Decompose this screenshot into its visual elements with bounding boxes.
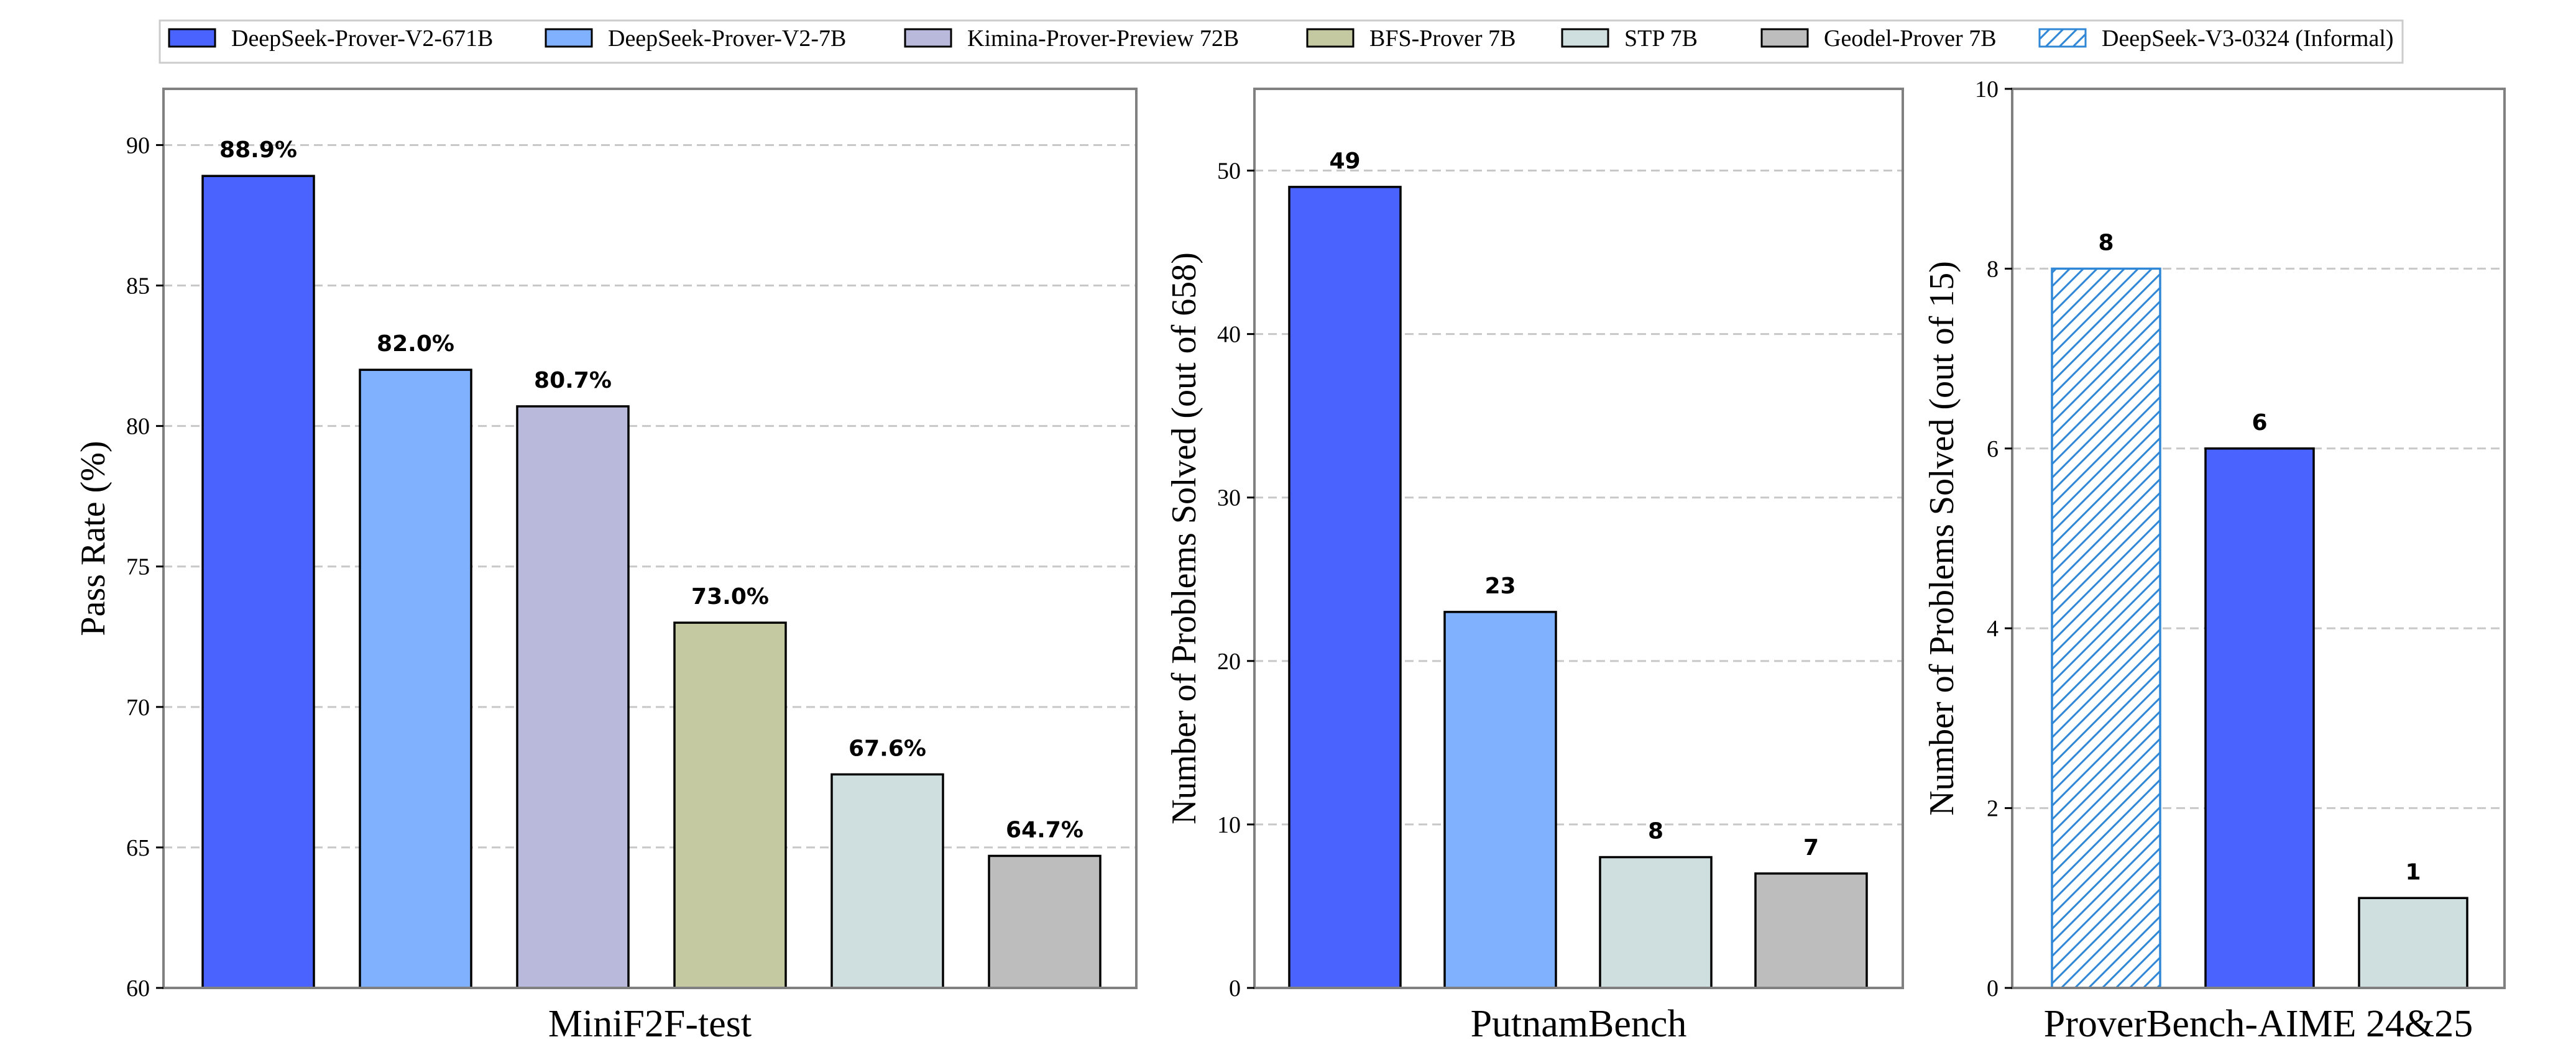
- legend: DeepSeek-Prover-V2-671B DeepSeek-Prover-V…: [159, 19, 2404, 64]
- y-tick-label: 6: [1987, 436, 1999, 462]
- y-tick-label: 50: [1217, 158, 1241, 185]
- bar: [1288, 186, 1402, 989]
- y-tick-label: 60: [126, 975, 150, 1002]
- bar: [2051, 267, 2161, 989]
- y-tick-label: 75: [126, 554, 150, 580]
- bar: [1754, 872, 1868, 989]
- legend-label: STP 7B: [1624, 25, 1698, 52]
- y-tick-label: 8: [1987, 256, 1999, 282]
- bar: [1599, 856, 1713, 989]
- y-axis-label: Pass Rate (%): [74, 441, 113, 636]
- y-tick-label: 0: [1987, 975, 1999, 1002]
- bar: [2204, 447, 2315, 989]
- y-tick-label: 0: [1229, 975, 1241, 1002]
- data-label: 64.7%: [1006, 817, 1083, 843]
- y-tick-label: 4: [1987, 616, 1999, 642]
- bar: [1443, 611, 1557, 989]
- x-axis-label: MiniF2F-test: [548, 1003, 752, 1045]
- legend-swatch: [2038, 28, 2087, 48]
- legend-label: Kimina-Prover-Preview 72B: [967, 25, 1239, 52]
- data-label: 49: [1329, 148, 1360, 174]
- y-tick-label: 70: [126, 695, 150, 721]
- legend-frame: [159, 19, 2404, 64]
- data-label: 1: [2405, 859, 2421, 885]
- legend-label: DeepSeek-V3-0324 (Informal): [2102, 25, 2394, 52]
- data-label: 73.0%: [691, 584, 769, 610]
- x-axis-label: PutnamBench: [1471, 1003, 1687, 1045]
- y-tick-label: 40: [1217, 322, 1241, 348]
- legend-label: BFS-Prover 7B: [1369, 25, 1516, 52]
- data-label: 8: [2098, 230, 2114, 255]
- chart-panel-1: 88.9% 82.0% 80.7% 73.0% 67.6% 64.7% 60 65 70 75 80…: [74, 88, 1138, 1045]
- bar: [359, 368, 472, 989]
- data-label: 8: [1648, 819, 1663, 844]
- bar: [673, 621, 787, 989]
- legend-label: DeepSeek-Prover-V2-671B: [231, 25, 493, 52]
- plot-frame: [1253, 88, 1904, 989]
- data-label: 82.0%: [377, 331, 454, 357]
- bar: [516, 405, 630, 989]
- legend-swatch: [1561, 28, 1609, 48]
- chart-panel-2: 49 23 8 7 0 10 20 30 40 50 Number of Problems Solv…: [1165, 88, 1904, 1045]
- y-tick-label: 2: [1987, 796, 1999, 822]
- legend-swatch: [545, 28, 593, 48]
- legend-swatch: [1760, 28, 1809, 48]
- bar: [988, 854, 1102, 989]
- legend-label: Geodel-Prover 7B: [1824, 25, 1997, 52]
- data-label: 67.6%: [849, 736, 926, 761]
- y-axis-label: Number of Problems Solved (out of 658): [1165, 252, 1203, 825]
- legend-swatch: [904, 28, 952, 48]
- y-tick-label: 10: [1217, 812, 1241, 838]
- y-axis-label: Number of Problems Solved (out of 15): [1923, 261, 1961, 816]
- y-tick-label: 80: [126, 414, 150, 440]
- data-label: 88.9%: [219, 137, 297, 163]
- y-tick-label: 65: [126, 835, 150, 861]
- y-tick-label: 85: [126, 273, 150, 299]
- legend-label: DeepSeek-Prover-V2-7B: [608, 25, 846, 52]
- data-label: 6: [2252, 410, 2267, 436]
- data-label: 80.7%: [534, 368, 612, 393]
- plot-frame: [2011, 88, 2506, 989]
- bar: [2358, 897, 2468, 989]
- data-label: 7: [1803, 835, 1819, 861]
- y-tick-label: 90: [126, 132, 150, 158]
- y-tick-label: 10: [1975, 76, 1999, 103]
- legend-swatch: [1306, 28, 1355, 48]
- y-tick-label: 30: [1217, 485, 1241, 511]
- bar: [201, 175, 315, 989]
- bar: [830, 773, 944, 989]
- legend-swatch: [168, 28, 216, 48]
- data-label: 23: [1484, 573, 1516, 599]
- y-tick-label: 20: [1217, 649, 1241, 675]
- plot-frame: [162, 88, 1138, 989]
- x-axis-label: ProverBench-AIME 24&25: [2044, 1003, 2473, 1045]
